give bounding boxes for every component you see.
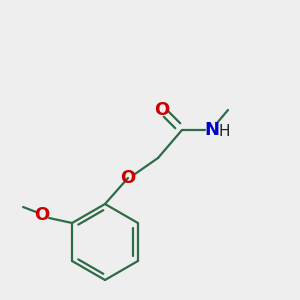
Text: O: O — [34, 206, 50, 224]
Text: O: O — [120, 169, 136, 187]
Text: O: O — [154, 101, 169, 119]
Text: H: H — [218, 124, 230, 140]
Text: N: N — [205, 121, 220, 139]
